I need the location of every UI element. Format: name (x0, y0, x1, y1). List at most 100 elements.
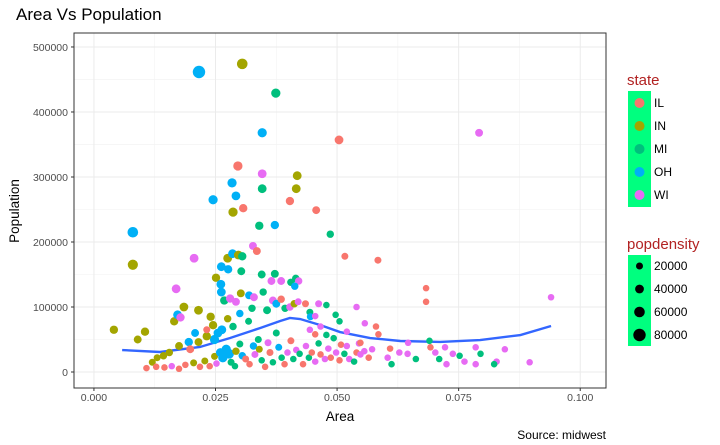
data-point (337, 341, 345, 348)
data-point (325, 345, 332, 352)
size-legend-label: 80000 (654, 328, 688, 342)
data-point (456, 352, 463, 360)
data-point (257, 128, 267, 138)
size-legend-key-bg (628, 255, 651, 346)
data-point (432, 349, 439, 356)
data-point (236, 309, 244, 318)
data-point (257, 169, 267, 179)
data-point (350, 358, 358, 365)
data-point (330, 334, 337, 342)
data-point (182, 361, 189, 369)
data-point (311, 331, 319, 338)
data-point (245, 317, 253, 325)
data-point (239, 204, 248, 213)
data-point (196, 363, 204, 371)
data-point (327, 354, 335, 361)
data-point (206, 362, 213, 370)
data-point (255, 221, 264, 230)
data-point (224, 348, 234, 359)
data-point (547, 293, 555, 301)
data-point (236, 289, 245, 298)
data-point (475, 128, 484, 137)
data-point (189, 253, 199, 263)
data-point (301, 300, 309, 308)
data-point (194, 338, 203, 347)
data-point (361, 319, 369, 327)
data-point (232, 347, 240, 355)
data-point (332, 311, 339, 319)
x-tick-label: 0.075 (446, 392, 472, 404)
data-point (211, 273, 221, 282)
legend-key-WI (634, 190, 645, 200)
data-point (315, 300, 323, 308)
data-point (404, 339, 412, 347)
data-point (341, 350, 348, 358)
data-point (248, 304, 256, 313)
data-point (254, 336, 262, 344)
data-point (361, 347, 368, 355)
data-point (302, 342, 310, 350)
data-point (277, 277, 286, 285)
size-legend-key (636, 262, 643, 270)
data-point (384, 354, 391, 361)
legend-key-IL (634, 98, 645, 108)
data-point (242, 355, 250, 363)
data-point (435, 355, 443, 363)
data-point (236, 58, 248, 70)
size-legend-label: 60000 (654, 305, 688, 319)
data-point (343, 342, 351, 350)
data-point (334, 135, 344, 145)
y-tick-label: 200000 (33, 237, 68, 249)
data-point (311, 312, 319, 320)
points-layer (109, 58, 555, 373)
data-point (201, 357, 209, 365)
data-point (375, 331, 382, 338)
data-point (271, 88, 281, 98)
data-point (208, 321, 218, 330)
data-point (238, 252, 247, 261)
data-point (186, 345, 195, 354)
data-point (216, 262, 226, 272)
data-point (443, 360, 450, 368)
data-point (216, 287, 226, 297)
data-point (231, 297, 240, 306)
data-point (461, 358, 468, 365)
data-point (396, 349, 403, 356)
data-point (227, 178, 237, 188)
y-tick-label: 500000 (33, 42, 68, 54)
data-point (252, 247, 261, 256)
data-point (257, 270, 266, 279)
data-point (179, 302, 189, 312)
chart-title: Area Vs Population (16, 5, 162, 24)
data-point (336, 318, 343, 325)
data-point (317, 323, 324, 330)
data-point (323, 301, 330, 309)
data-point (317, 351, 324, 358)
data-point (312, 206, 321, 215)
data-point (148, 358, 156, 366)
x-axis-title: Area (326, 409, 355, 424)
data-point (472, 360, 479, 368)
data-point (246, 360, 253, 368)
data-point (190, 359, 198, 367)
data-point (294, 277, 303, 285)
x-tick-label: 0.100 (567, 392, 593, 404)
data-point (228, 207, 238, 217)
data-point (165, 348, 174, 357)
data-point (175, 365, 183, 373)
data-point (291, 184, 301, 194)
size-legend-key (635, 284, 644, 294)
data-point (270, 269, 279, 278)
data-point (259, 288, 267, 296)
data-point (153, 354, 161, 362)
data-point (175, 342, 183, 350)
data-point (272, 299, 281, 308)
data-point (477, 350, 484, 358)
data-point (336, 357, 343, 364)
data-point (140, 327, 150, 336)
data-point (203, 326, 211, 334)
data-point (284, 349, 291, 356)
data-point (216, 279, 226, 289)
data-point (223, 265, 233, 274)
